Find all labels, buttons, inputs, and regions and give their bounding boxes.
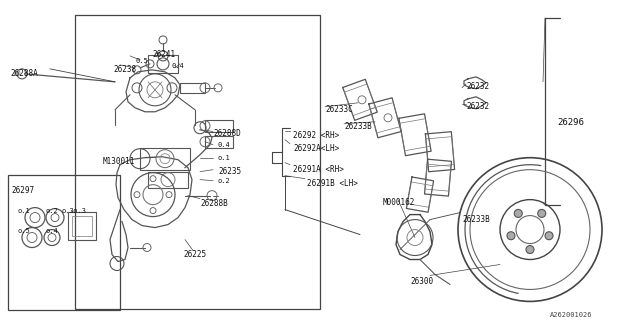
Bar (140, 148, 190, 170)
Text: M000162: M000162 (383, 198, 415, 207)
Bar (205, 136, 233, 148)
Text: o.1: o.1 (218, 155, 231, 161)
Bar (75, 15, 320, 309)
Text: A262001026: A262001026 (550, 312, 593, 318)
Circle shape (538, 209, 546, 217)
Text: 26235: 26235 (218, 167, 241, 176)
Text: o.2: o.2 (46, 208, 59, 214)
Text: 26291B <LH>: 26291B <LH> (307, 179, 358, 188)
Circle shape (526, 245, 534, 253)
Text: 0.5: 0.5 (136, 58, 148, 64)
Circle shape (507, 232, 515, 240)
Text: 26241: 26241 (152, 50, 175, 59)
Text: 0.4: 0.4 (172, 63, 185, 69)
Text: 26233B: 26233B (462, 215, 490, 224)
Text: o.3: o.3 (62, 208, 75, 214)
Text: o.2: o.2 (218, 178, 231, 184)
Text: 26291A <RH>: 26291A <RH> (293, 165, 344, 174)
Bar (205, 120, 233, 132)
Text: 26292 <RH>: 26292 <RH> (293, 131, 339, 140)
Text: o.4: o.4 (46, 228, 59, 234)
Text: 26225: 26225 (183, 250, 206, 259)
Text: o.1: o.1 (18, 208, 31, 214)
Text: 26288B: 26288B (200, 199, 228, 208)
Text: 26292A<LH>: 26292A<LH> (293, 144, 339, 153)
Text: -o.3: -o.3 (70, 208, 87, 214)
Circle shape (545, 232, 553, 240)
Text: 26288A: 26288A (10, 69, 38, 78)
Bar (72, 216, 92, 236)
Text: 26233C: 26233C (325, 105, 353, 114)
Text: 26297: 26297 (11, 186, 34, 195)
Text: M130011: M130011 (103, 157, 136, 166)
Bar (148, 55, 178, 73)
Bar (180, 83, 205, 93)
Text: 26233B: 26233B (344, 122, 372, 131)
Text: 26232: 26232 (466, 82, 489, 91)
Text: o.5: o.5 (18, 228, 31, 234)
Text: 26296: 26296 (557, 118, 584, 127)
Bar (8, 175, 120, 310)
Text: 26288D: 26288D (213, 129, 241, 138)
Bar (68, 212, 96, 240)
Text: 0.4: 0.4 (218, 142, 231, 148)
Bar (148, 172, 188, 188)
Circle shape (515, 209, 522, 217)
Text: 26300: 26300 (410, 277, 433, 286)
Text: 26232: 26232 (466, 102, 489, 111)
Text: 26238: 26238 (113, 65, 136, 74)
